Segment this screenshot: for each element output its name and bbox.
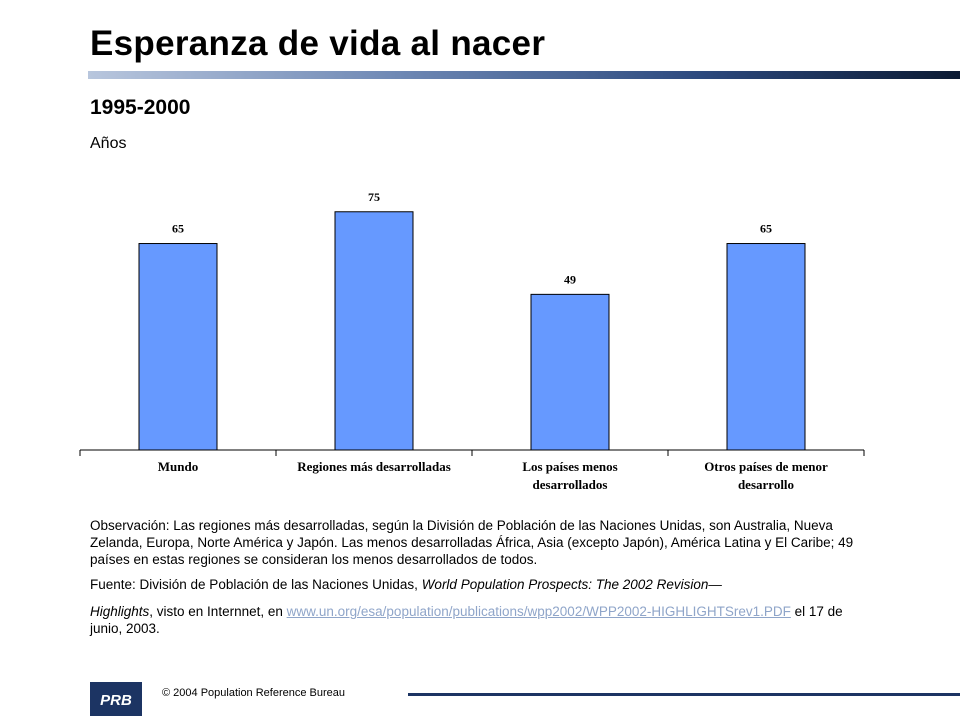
access-text: , visto en Internnet, en [149,604,287,619]
copyright-text: © 2004 Population Reference Bureau [162,687,346,699]
prb-logo-text: PRB [100,692,132,709]
source-access-note: Highlights, visto en Internnet, en www.u… [90,603,860,637]
notes-block: Observación: Las regiones más desarrolla… [90,517,860,645]
category-label-3-line-2: desarrollados [533,477,608,492]
bar-1 [138,243,218,451]
title-underline-bar [88,71,960,79]
bar-4 [726,243,806,451]
bar-chart: 65 Mundo 75 Regiones más desarrolladas 49 Los… [79,190,865,492]
category-label-2: Regiones más desarrolladas [297,459,451,474]
bar-2 [334,211,414,451]
footer-rule [408,693,960,696]
access-date: el 17 de junio, 2003. [90,604,843,636]
data-label-1: 65 [172,222,184,236]
category-label-3-line-1: Los países menos [522,459,617,474]
page-title: Esperanza de vida al nacer [90,24,546,63]
source-note: Fuente: División de Población de las Nac… [90,576,860,593]
category-label-4-line-2: desarrollo [738,477,794,492]
chart-unit-label: Años [90,135,127,152]
observation-note: Observación: Las regiones más desarrolla… [90,518,854,567]
source-link[interactable]: www.un.org/esa/population/publications/w… [286,604,791,619]
data-label-2: 75 [368,190,380,204]
bar-3 [530,293,610,451]
prb-logo: PRB [90,682,142,716]
source-publication: World Population Prospects: The 2002 Rev… [421,577,722,592]
category-label-1: Mundo [158,459,198,474]
data-label-4: 65 [760,222,772,236]
source-prefix: Fuente: División de Población de las Nac… [90,577,422,592]
prb-logo-icon: PRB [100,692,132,709]
highlights-label: Highlights [90,604,150,619]
category-label-4-line-1: Otros países de menor [704,459,828,474]
chart-title: 1995-2000 [90,96,191,119]
data-label-3: 49 [564,272,576,286]
